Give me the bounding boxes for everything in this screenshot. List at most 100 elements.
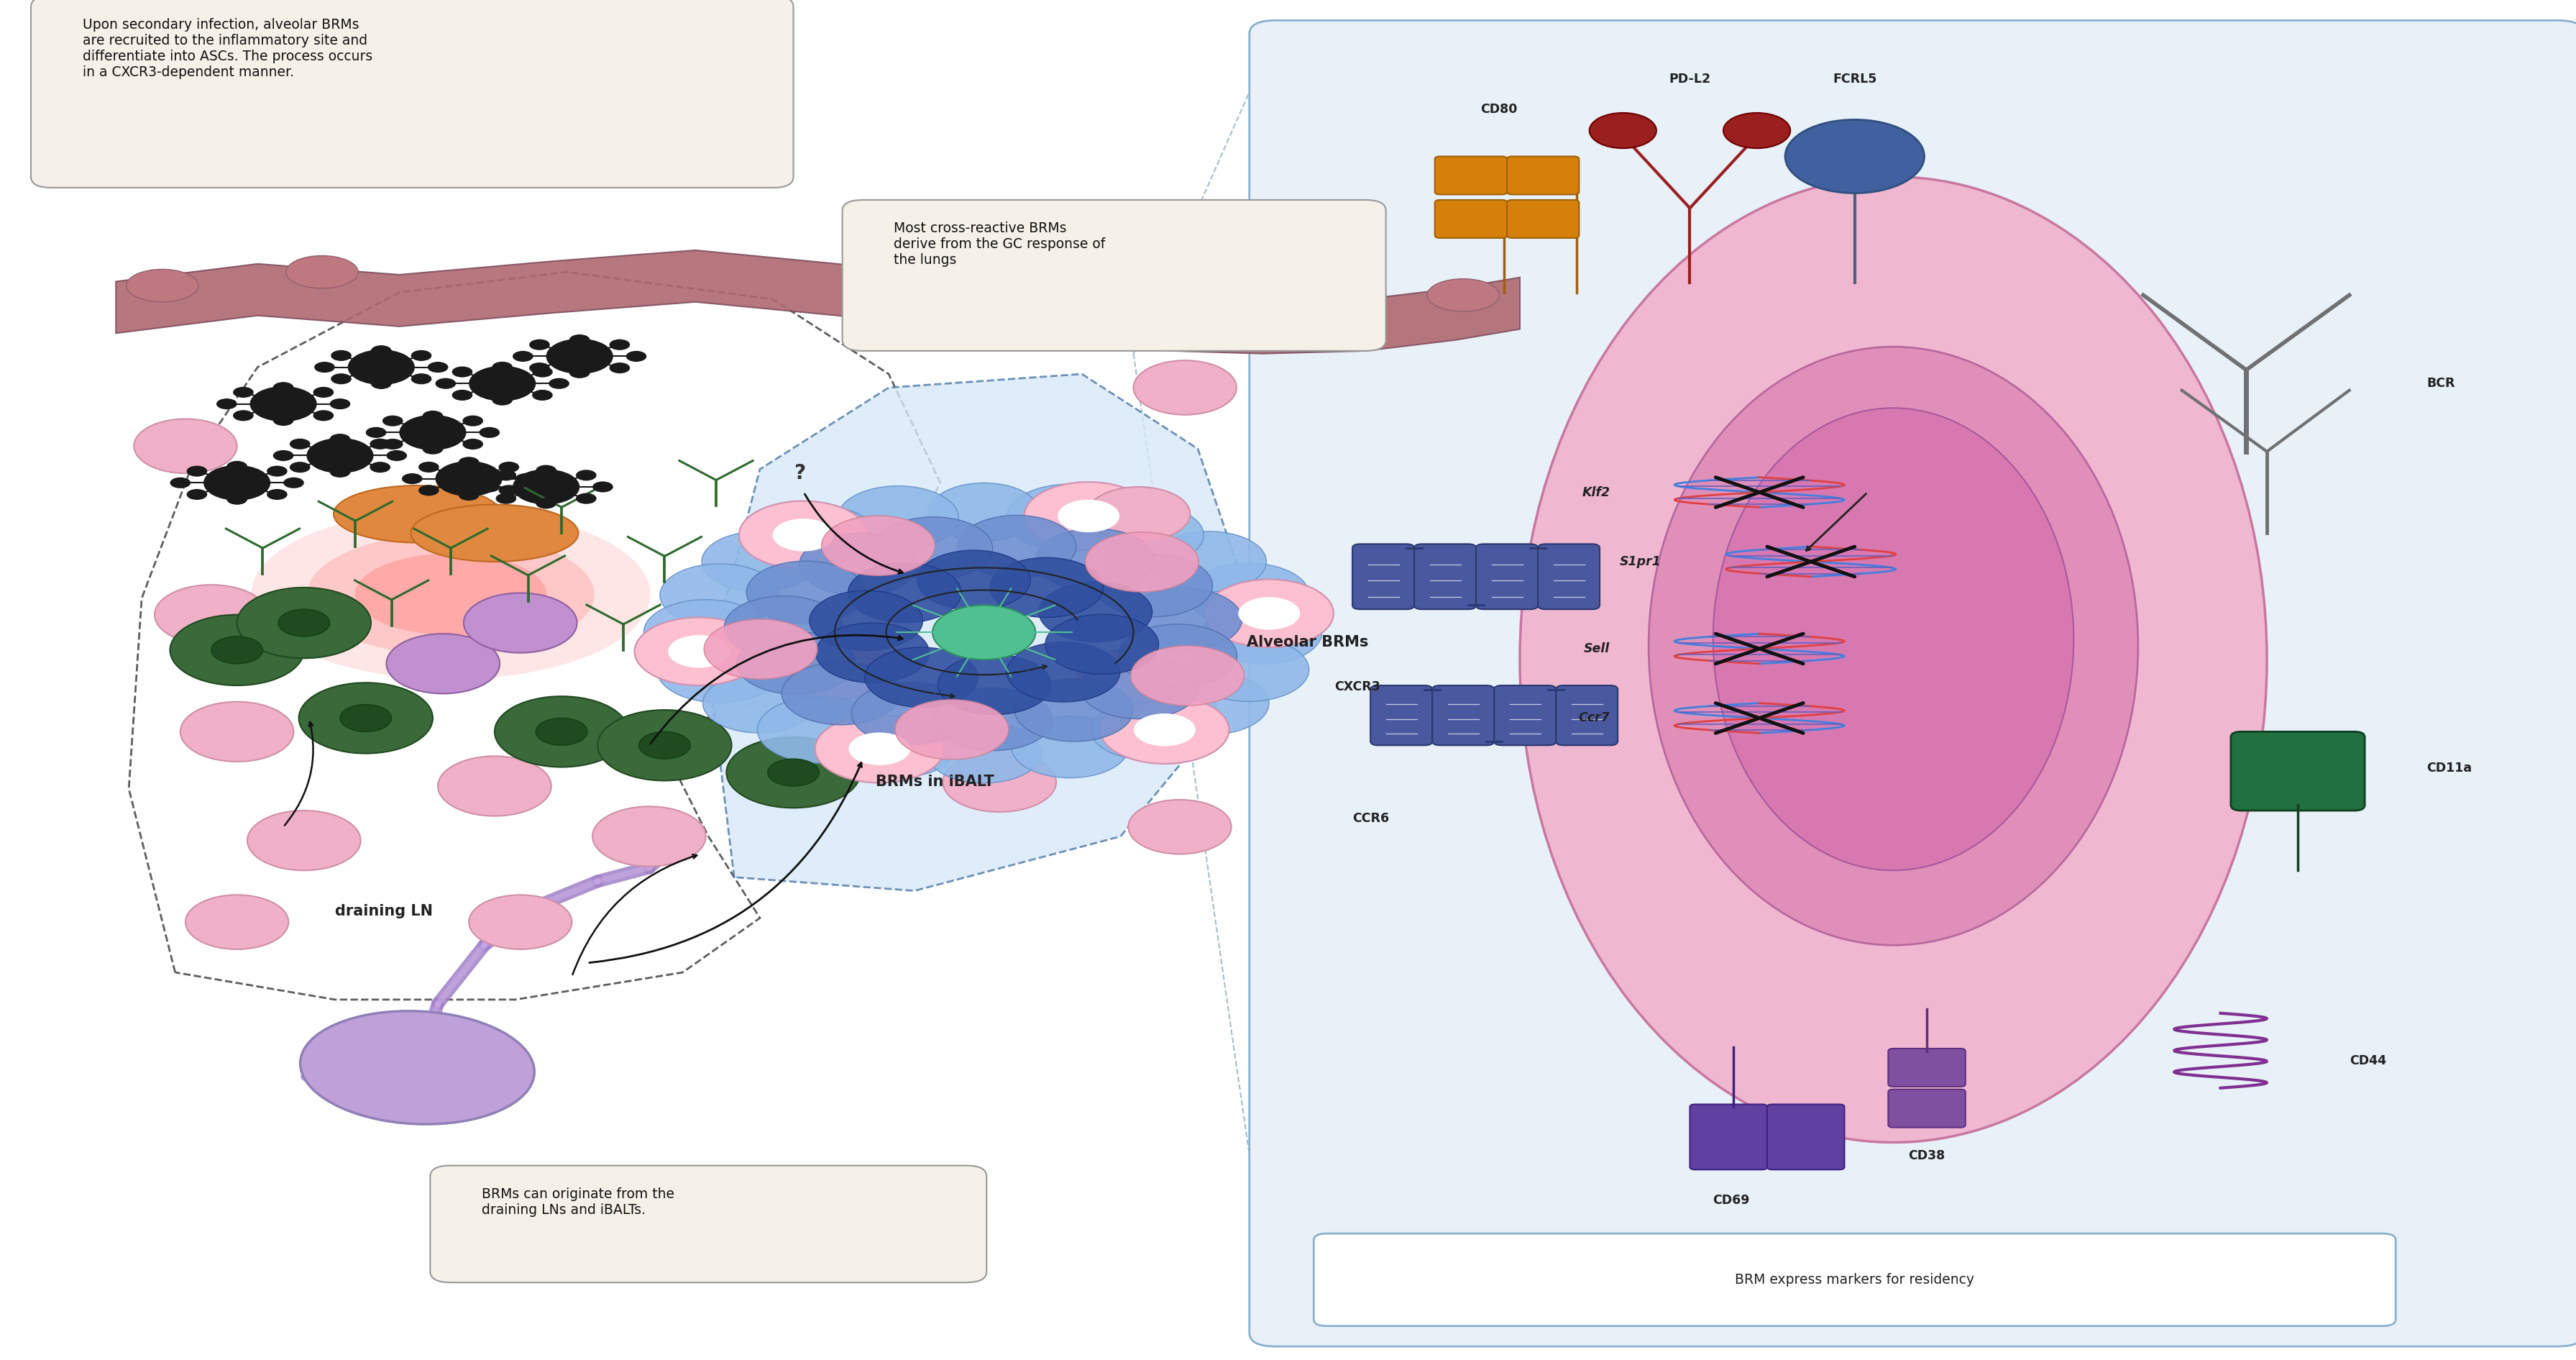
- Circle shape: [737, 631, 855, 694]
- Circle shape: [848, 563, 961, 623]
- Circle shape: [366, 427, 386, 438]
- FancyBboxPatch shape: [1476, 544, 1538, 609]
- Circle shape: [495, 469, 515, 480]
- Circle shape: [569, 335, 590, 345]
- Circle shape: [289, 438, 309, 449]
- Circle shape: [232, 411, 252, 422]
- Circle shape: [592, 806, 706, 866]
- Circle shape: [1079, 657, 1198, 719]
- Circle shape: [1723, 113, 1790, 148]
- Circle shape: [469, 895, 572, 949]
- Circle shape: [340, 704, 392, 732]
- Circle shape: [611, 363, 631, 374]
- Circle shape: [492, 362, 513, 373]
- Circle shape: [134, 419, 237, 473]
- Text: Ccr7: Ccr7: [1579, 711, 1610, 725]
- Ellipse shape: [1649, 347, 2138, 945]
- Text: draining LN: draining LN: [335, 904, 433, 918]
- Circle shape: [626, 351, 647, 362]
- Circle shape: [757, 696, 884, 763]
- Text: Most cross-reactive BRMs
derive from the GC response of
the lungs: Most cross-reactive BRMs derive from the…: [894, 222, 1105, 267]
- Circle shape: [822, 515, 935, 575]
- Text: S1pr1: S1pr1: [1620, 555, 1662, 568]
- Circle shape: [1118, 624, 1236, 687]
- Circle shape: [500, 486, 520, 496]
- Text: CCR6: CCR6: [1352, 812, 1388, 826]
- Circle shape: [943, 752, 1056, 812]
- FancyBboxPatch shape: [1432, 685, 1494, 745]
- Circle shape: [185, 490, 206, 500]
- FancyBboxPatch shape: [1888, 1049, 1965, 1087]
- Circle shape: [866, 647, 979, 707]
- FancyBboxPatch shape: [1370, 685, 1432, 745]
- Circle shape: [917, 551, 1030, 611]
- FancyBboxPatch shape: [1435, 156, 1507, 194]
- FancyBboxPatch shape: [1314, 1234, 2396, 1326]
- Text: ?: ?: [793, 462, 806, 483]
- Circle shape: [422, 443, 443, 454]
- Circle shape: [314, 411, 335, 422]
- FancyBboxPatch shape: [31, 0, 793, 188]
- Circle shape: [659, 564, 778, 627]
- Circle shape: [1084, 532, 1198, 592]
- FancyBboxPatch shape: [1507, 200, 1579, 238]
- Circle shape: [1188, 638, 1309, 702]
- Circle shape: [933, 605, 1036, 660]
- Text: PD-L2: PD-L2: [1669, 72, 1710, 86]
- Circle shape: [1046, 615, 1159, 675]
- Polygon shape: [129, 272, 940, 1000]
- Circle shape: [513, 351, 533, 362]
- Circle shape: [739, 500, 868, 568]
- Circle shape: [781, 662, 899, 725]
- Circle shape: [726, 737, 860, 808]
- Circle shape: [1095, 555, 1213, 617]
- Ellipse shape: [1520, 177, 2267, 1142]
- Circle shape: [330, 374, 350, 385]
- Circle shape: [773, 518, 835, 551]
- Circle shape: [1206, 579, 1334, 647]
- Circle shape: [768, 759, 819, 786]
- Ellipse shape: [1291, 294, 1363, 326]
- Circle shape: [289, 462, 309, 473]
- Polygon shape: [116, 250, 1520, 354]
- Ellipse shape: [332, 486, 500, 543]
- Circle shape: [268, 490, 289, 500]
- Circle shape: [814, 715, 943, 783]
- FancyBboxPatch shape: [1507, 156, 1579, 194]
- Circle shape: [464, 439, 484, 450]
- Ellipse shape: [301, 1010, 533, 1125]
- Circle shape: [1036, 529, 1154, 592]
- Circle shape: [657, 636, 783, 703]
- Ellipse shape: [1427, 279, 1499, 311]
- Circle shape: [1203, 601, 1321, 664]
- Circle shape: [639, 732, 690, 759]
- Circle shape: [1015, 679, 1133, 741]
- Circle shape: [459, 457, 479, 468]
- Circle shape: [577, 494, 598, 505]
- Text: BRMs in iBALT: BRMs in iBALT: [876, 775, 994, 789]
- Circle shape: [1188, 563, 1309, 627]
- Circle shape: [422, 411, 443, 422]
- Circle shape: [299, 683, 433, 753]
- Circle shape: [464, 415, 484, 426]
- Circle shape: [371, 378, 392, 389]
- Circle shape: [330, 350, 350, 360]
- Circle shape: [428, 362, 448, 373]
- Circle shape: [1133, 360, 1236, 415]
- Circle shape: [330, 434, 350, 445]
- Text: Sell: Sell: [1584, 642, 1610, 656]
- Circle shape: [500, 461, 520, 472]
- Circle shape: [227, 461, 247, 472]
- Circle shape: [528, 363, 549, 374]
- Circle shape: [435, 461, 502, 496]
- Circle shape: [724, 596, 842, 658]
- Text: Upon secondary infection, alveolar BRMs
are recruited to the inflammatory site a: Upon secondary infection, alveolar BRMs …: [82, 18, 374, 79]
- Circle shape: [330, 466, 350, 477]
- Circle shape: [611, 339, 631, 350]
- Circle shape: [479, 427, 500, 438]
- Circle shape: [634, 617, 762, 685]
- Circle shape: [381, 439, 402, 450]
- Text: CD11a: CD11a: [2427, 762, 2473, 775]
- Circle shape: [927, 722, 1041, 783]
- Circle shape: [1131, 646, 1244, 706]
